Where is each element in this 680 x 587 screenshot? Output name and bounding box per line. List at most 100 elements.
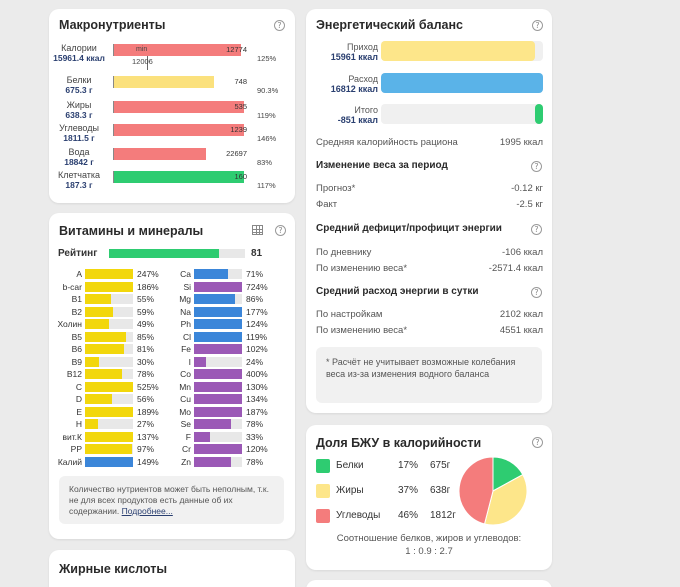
nutrient-row: Si 724%	[166, 281, 276, 292]
nutrient-row: Mg 86%	[166, 294, 276, 304]
nutrient-bar-fill	[85, 331, 126, 342]
nutrient-bar	[194, 419, 242, 429]
macro-name: Вода	[68, 147, 90, 157]
expense-title: Средний расход энергии в сутки	[316, 286, 479, 297]
by-settings-value: 2102 ккал	[499, 309, 543, 320]
nutrient-name: B2	[71, 306, 82, 317]
nutrient-percent: 120%	[246, 444, 268, 454]
nutrient-row: I 24%	[166, 356, 276, 367]
nutrient-bar	[85, 281, 133, 292]
help-icon[interactable]: ?	[531, 224, 542, 235]
nutrient-bar	[194, 294, 242, 304]
help-icon[interactable]: ?	[275, 225, 286, 236]
macro-amount: 15961.4 ккал	[52, 53, 106, 63]
nutrient-name: Калий	[57, 456, 82, 467]
energy-row-value: 15961 ккал	[330, 52, 378, 62]
nutrient-percent: 24%	[246, 356, 264, 367]
nutrient-percent: 525%	[137, 381, 159, 392]
nutrient-percent: 49%	[137, 319, 155, 329]
macro-bar: 1239	[113, 124, 253, 136]
vitamins-note: Количество нутриентов может быть неполны…	[59, 476, 284, 524]
nutrient-bar	[194, 344, 242, 354]
nutrient-name: вит.К	[62, 431, 82, 442]
macro-amount-unit: г	[89, 85, 93, 95]
bju-swatch	[316, 509, 330, 523]
nutrient-name: Na	[180, 306, 191, 317]
help-icon[interactable]: ?	[532, 20, 543, 31]
nutrient-name: Холин	[57, 319, 82, 329]
energy-row-name: Расход	[348, 74, 378, 84]
nutrient-bar-fill	[194, 344, 242, 354]
nutrient-row: вит.К 137%	[57, 431, 167, 442]
help-icon[interactable]: ?	[531, 287, 542, 298]
nutrient-row: Na 177%	[166, 306, 276, 317]
forecast-label: Прогноз*	[316, 183, 356, 194]
nutrient-row: Zn 78%	[166, 456, 276, 467]
nutrient-bar-fill	[194, 306, 242, 317]
more-link[interactable]: Подробнее...	[121, 506, 173, 516]
energy-row-label: Приход 15961 ккал	[318, 42, 378, 62]
nutrient-bar-fill	[85, 294, 112, 304]
fatty-card: Жирные кислоты	[49, 550, 295, 587]
nutrient-row: Co 400%	[166, 369, 276, 379]
nutrient-bar-fill	[194, 381, 242, 392]
nutrient-bar-fill	[194, 444, 242, 454]
nutrient-bar-fill	[85, 431, 133, 442]
help-icon[interactable]: ?	[274, 20, 285, 31]
energy-bar-fill	[534, 104, 543, 124]
nutrient-bar	[194, 381, 242, 392]
macro-amount: 675.3 г	[52, 85, 106, 95]
macro-amount: 1811.5 г	[52, 133, 106, 143]
nutrient-bar-fill	[85, 406, 133, 417]
table-icon[interactable]	[252, 225, 263, 235]
macro-percent: 125%	[257, 54, 277, 63]
macro-label: Калории 15961.4 ккал	[52, 43, 106, 63]
macro-label: Белки 675.3 г	[52, 75, 106, 95]
macro-bar-value: 12774	[226, 45, 247, 54]
pie-slice	[458, 456, 494, 525]
vitamins-note-text: Количество нутриентов может быть неполны…	[69, 484, 269, 516]
by-weight-label: По изменению веса*	[316, 263, 408, 274]
nutrient-bar-fill	[85, 456, 133, 467]
macro-bar: 22697	[113, 148, 253, 160]
nutrient-bar	[85, 369, 133, 379]
nutrient-percent: 78%	[246, 456, 264, 467]
nutrient-row: Ca 71%	[166, 269, 276, 279]
nutrient-percent: 177%	[246, 306, 268, 317]
macro-amount-unit: г	[90, 157, 94, 167]
nutrient-bar-fill	[194, 356, 206, 367]
energy-row-name: Итого	[354, 105, 378, 115]
help-icon[interactable]: ?	[532, 437, 543, 448]
energy-title: Энергетический баланс	[316, 18, 463, 32]
fatty-title: Жирные кислоты	[59, 562, 168, 576]
nutrient-percent: 71%	[246, 269, 264, 279]
nutrient-row: A 247%	[57, 269, 167, 279]
rating-value: 81	[251, 248, 263, 259]
deficit-title: Средний дефицит/профицит энергии	[316, 223, 502, 234]
nutrient-name: Fe	[181, 344, 191, 354]
macro-bar-fill	[114, 76, 215, 88]
macro-bar: 12774 min 12006	[113, 44, 253, 70]
nutrient-name: C	[75, 381, 82, 392]
nutrient-bar	[194, 331, 242, 342]
nutrient-bar-fill	[194, 394, 242, 404]
energy-footnote: * Расчёт не учитывает возможные колебани…	[316, 347, 542, 403]
macro-name: Жиры	[66, 100, 92, 110]
nutrient-bar	[194, 281, 242, 292]
nutrient-name: A	[76, 269, 82, 279]
rating-fill	[109, 249, 220, 258]
help-icon[interactable]: ?	[531, 161, 542, 172]
nutrient-bar	[194, 406, 242, 417]
nutrient-bar	[194, 369, 242, 379]
nutrient-name: Mo	[179, 406, 191, 417]
nutrient-bar-fill	[194, 294, 236, 304]
nutrient-percent: 81%	[137, 344, 155, 354]
macro-percent: 90.3%	[257, 86, 279, 95]
nutrient-bar	[85, 431, 133, 442]
by-settings-label: По настройкам	[316, 309, 383, 320]
nutrient-percent: 78%	[246, 419, 264, 429]
bju-pie-chart	[458, 456, 528, 526]
nutrient-bar	[85, 381, 133, 392]
nutrient-bar	[194, 306, 242, 317]
nutrient-bar-fill	[194, 281, 242, 292]
